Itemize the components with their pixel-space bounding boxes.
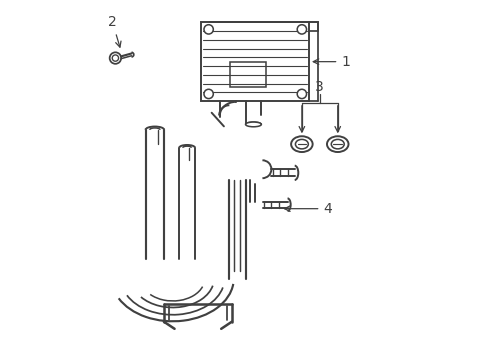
Circle shape: [203, 89, 213, 99]
Bar: [230, 62, 265, 87]
Text: 4: 4: [284, 202, 331, 216]
Text: 1: 1: [313, 55, 349, 69]
Circle shape: [203, 25, 213, 34]
Circle shape: [297, 25, 306, 34]
Ellipse shape: [245, 122, 261, 127]
Text: 3: 3: [315, 80, 324, 94]
Bar: [201, 22, 308, 101]
Text: 2: 2: [108, 15, 121, 47]
Circle shape: [297, 89, 306, 99]
